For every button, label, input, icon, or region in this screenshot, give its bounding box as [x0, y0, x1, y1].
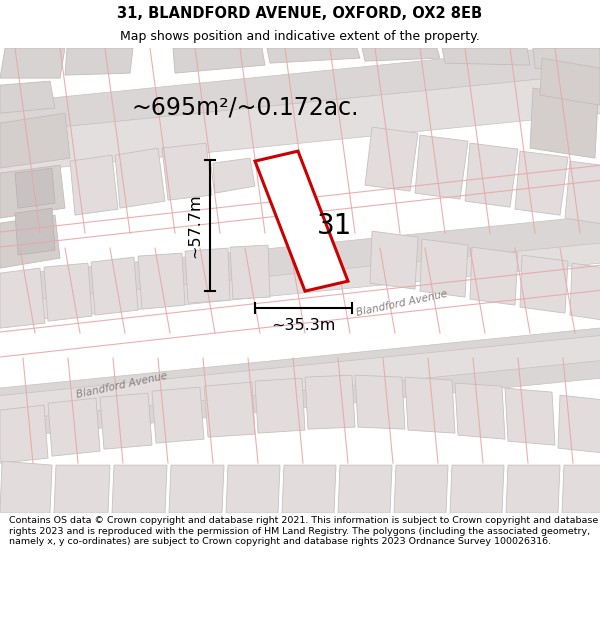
Polygon shape — [112, 465, 167, 513]
Polygon shape — [370, 231, 418, 289]
Polygon shape — [162, 143, 212, 200]
Text: Contains OS data © Crown copyright and database right 2021. This information is : Contains OS data © Crown copyright and d… — [9, 516, 598, 546]
Polygon shape — [0, 215, 60, 268]
Polygon shape — [169, 465, 224, 513]
Polygon shape — [533, 48, 600, 73]
Polygon shape — [520, 255, 568, 313]
Polygon shape — [415, 135, 468, 199]
Polygon shape — [282, 465, 336, 513]
Polygon shape — [465, 143, 518, 207]
Text: Blandford Avenue: Blandford Avenue — [355, 289, 448, 318]
Polygon shape — [0, 238, 600, 328]
Polygon shape — [70, 155, 118, 215]
Polygon shape — [558, 395, 600, 453]
Polygon shape — [450, 465, 504, 513]
Polygon shape — [0, 211, 600, 326]
Polygon shape — [0, 81, 55, 113]
Polygon shape — [100, 393, 152, 449]
Polygon shape — [267, 48, 360, 63]
Text: 31: 31 — [317, 212, 353, 240]
Polygon shape — [230, 245, 270, 299]
Polygon shape — [138, 253, 185, 309]
Polygon shape — [305, 375, 355, 429]
Polygon shape — [15, 208, 55, 255]
Polygon shape — [0, 113, 70, 168]
Polygon shape — [530, 88, 598, 158]
Polygon shape — [115, 148, 165, 208]
Polygon shape — [506, 465, 560, 513]
Polygon shape — [420, 239, 468, 297]
Polygon shape — [505, 388, 555, 445]
Polygon shape — [365, 127, 418, 191]
Polygon shape — [570, 263, 600, 321]
Polygon shape — [0, 68, 600, 178]
Polygon shape — [565, 161, 600, 225]
Polygon shape — [0, 48, 65, 78]
Polygon shape — [405, 377, 455, 433]
Polygon shape — [442, 48, 530, 65]
Polygon shape — [226, 465, 280, 513]
Polygon shape — [173, 48, 265, 73]
Polygon shape — [48, 398, 100, 456]
Polygon shape — [394, 465, 448, 513]
Polygon shape — [515, 151, 568, 215]
Polygon shape — [65, 48, 133, 75]
Polygon shape — [91, 257, 138, 315]
Text: ~57.7m: ~57.7m — [187, 193, 203, 258]
Polygon shape — [0, 165, 65, 218]
Polygon shape — [44, 263, 92, 321]
Polygon shape — [0, 268, 45, 328]
Polygon shape — [562, 465, 600, 513]
Text: ~35.3m: ~35.3m — [271, 318, 335, 332]
Polygon shape — [0, 323, 600, 443]
Polygon shape — [0, 461, 52, 513]
Text: ~695m²/~0.172ac.: ~695m²/~0.172ac. — [132, 95, 359, 119]
Polygon shape — [455, 383, 505, 439]
Polygon shape — [338, 465, 392, 513]
Polygon shape — [15, 168, 55, 208]
Text: Blandford Avenue: Blandford Avenue — [75, 371, 168, 399]
Polygon shape — [255, 378, 305, 433]
Polygon shape — [470, 247, 518, 305]
Polygon shape — [204, 382, 255, 437]
Polygon shape — [362, 48, 440, 61]
Polygon shape — [355, 375, 405, 429]
Polygon shape — [213, 158, 255, 193]
Text: Map shows position and indicative extent of the property.: Map shows position and indicative extent… — [120, 29, 480, 42]
Polygon shape — [0, 331, 600, 426]
Polygon shape — [0, 38, 600, 138]
Polygon shape — [540, 58, 600, 105]
Polygon shape — [152, 387, 204, 443]
Polygon shape — [255, 151, 348, 291]
Polygon shape — [0, 405, 48, 463]
Text: 31, BLANDFORD AVENUE, OXFORD, OX2 8EB: 31, BLANDFORD AVENUE, OXFORD, OX2 8EB — [118, 6, 482, 21]
Polygon shape — [54, 465, 110, 513]
Polygon shape — [185, 248, 230, 303]
